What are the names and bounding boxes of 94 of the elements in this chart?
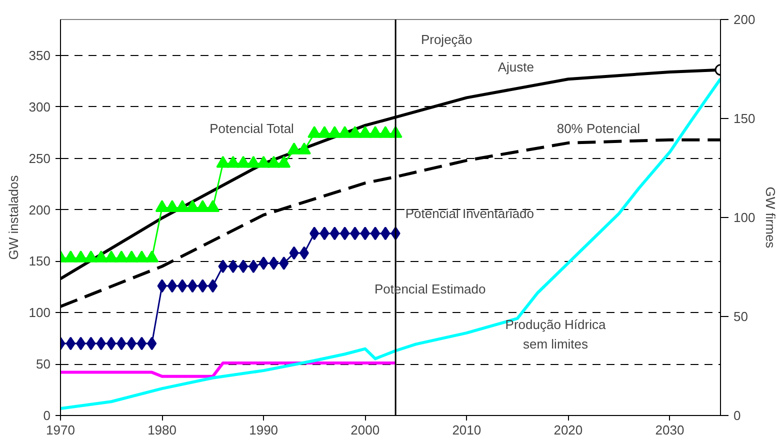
point bbox=[348, 126, 362, 138]
point bbox=[176, 200, 190, 212]
point bbox=[268, 256, 278, 270]
point bbox=[380, 226, 390, 240]
point bbox=[226, 156, 240, 168]
point bbox=[145, 250, 159, 262]
y-tick-label: 100 bbox=[28, 305, 51, 320]
x-tick-label: 2000 bbox=[350, 422, 380, 438]
point bbox=[358, 126, 372, 138]
y-tick-label: 0 bbox=[43, 408, 51, 423]
x-tick-label: 2020 bbox=[554, 422, 583, 438]
point bbox=[340, 226, 350, 240]
point bbox=[236, 156, 250, 168]
annotation: Projeção bbox=[420, 32, 472, 47]
annotation: 80% Potencial bbox=[556, 120, 640, 136]
y-tick-label: 250 bbox=[28, 150, 51, 166]
point bbox=[186, 200, 200, 212]
x-tick-label: 1990 bbox=[249, 422, 278, 438]
point bbox=[66, 336, 76, 350]
point bbox=[218, 260, 228, 274]
annotation: sem limites bbox=[522, 336, 589, 352]
point bbox=[136, 336, 146, 350]
point bbox=[114, 250, 128, 262]
y2-tick-label: 150 bbox=[734, 111, 756, 126]
point bbox=[228, 260, 238, 274]
y2-tick-label: 200 bbox=[734, 12, 756, 27]
point bbox=[76, 336, 86, 350]
point bbox=[116, 336, 126, 350]
point bbox=[178, 279, 188, 293]
y2-tick-label: 0 bbox=[734, 408, 741, 423]
point bbox=[310, 226, 320, 240]
point bbox=[289, 246, 299, 260]
y-tick-label: 200 bbox=[28, 202, 51, 218]
point bbox=[188, 279, 198, 293]
annotation: Produção Hídrica bbox=[505, 316, 606, 332]
point bbox=[318, 126, 332, 138]
point bbox=[96, 336, 106, 350]
y2-tick-label: 50 bbox=[734, 309, 748, 324]
y-tick-label: 150 bbox=[28, 254, 51, 269]
point bbox=[320, 226, 330, 240]
point bbox=[279, 256, 289, 270]
point bbox=[308, 126, 322, 138]
point bbox=[157, 279, 167, 293]
point bbox=[378, 126, 392, 138]
x-tick-label: 1980 bbox=[148, 422, 176, 438]
y2-axis-title: GW firmes bbox=[763, 186, 778, 249]
point bbox=[126, 336, 136, 350]
y2-tick-label: 100 bbox=[734, 210, 756, 225]
point bbox=[299, 246, 309, 260]
x-tick-label: 1970 bbox=[46, 422, 75, 438]
x-tick-label: 2010 bbox=[452, 422, 482, 438]
point bbox=[256, 156, 270, 168]
annotation: Ajuste bbox=[498, 60, 534, 75]
point bbox=[370, 226, 380, 240]
x-tick-label: 2030 bbox=[655, 422, 684, 438]
point bbox=[74, 250, 88, 262]
point bbox=[246, 156, 260, 168]
point bbox=[350, 226, 360, 240]
point bbox=[216, 156, 230, 168]
point bbox=[86, 336, 96, 350]
line-series bbox=[60, 77, 720, 410]
point bbox=[64, 250, 78, 262]
point bbox=[258, 256, 268, 270]
point bbox=[124, 250, 138, 262]
annotation: Potencial Total bbox=[210, 120, 294, 136]
y-axis-title: GW instalados bbox=[6, 174, 21, 260]
point bbox=[368, 126, 382, 138]
point bbox=[147, 336, 157, 350]
point bbox=[106, 336, 116, 350]
point bbox=[297, 142, 311, 154]
point bbox=[206, 200, 220, 212]
point bbox=[196, 200, 210, 212]
point bbox=[277, 156, 291, 168]
point bbox=[266, 156, 280, 168]
point bbox=[84, 250, 98, 262]
point bbox=[104, 250, 118, 262]
point bbox=[155, 200, 169, 212]
point bbox=[238, 260, 248, 274]
point bbox=[208, 279, 218, 293]
y-tick-label: 350 bbox=[28, 48, 51, 63]
y-tick-label: 50 bbox=[36, 356, 51, 372]
point bbox=[328, 126, 342, 138]
point bbox=[338, 126, 352, 138]
point bbox=[360, 226, 370, 240]
point bbox=[287, 142, 301, 154]
point bbox=[330, 226, 340, 240]
point bbox=[165, 200, 179, 212]
point bbox=[134, 250, 148, 262]
point bbox=[198, 279, 208, 293]
annotation: Potencial Inventariado bbox=[405, 206, 534, 222]
point bbox=[167, 279, 177, 293]
point bbox=[248, 260, 258, 274]
point bbox=[94, 250, 108, 262]
y-tick-label: 300 bbox=[28, 99, 51, 114]
